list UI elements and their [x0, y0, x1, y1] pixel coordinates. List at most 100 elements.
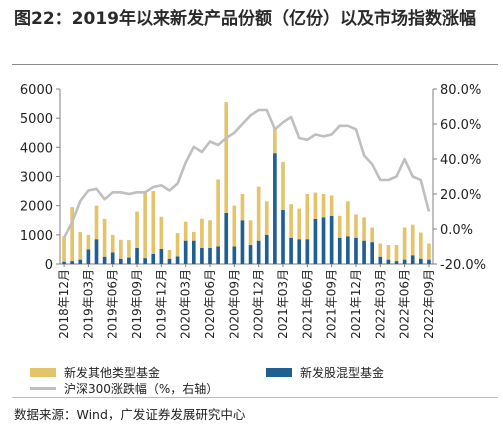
bar-equity — [378, 256, 383, 264]
bar-other — [78, 231, 83, 260]
bar-equity — [118, 258, 123, 264]
title-divider — [12, 64, 498, 65]
bar-equity — [151, 253, 156, 264]
bar-other — [289, 204, 293, 238]
bar-other — [427, 243, 431, 260]
bar-equity — [167, 258, 172, 264]
bar-other — [386, 245, 391, 260]
bar-equity — [240, 220, 245, 264]
bar-equity — [175, 256, 180, 264]
bar-equity — [410, 255, 415, 264]
x-tick-label: 2021年06月 — [300, 269, 314, 339]
bar-other — [419, 232, 423, 259]
bar-other — [102, 218, 107, 257]
bar-equity — [419, 258, 423, 264]
bar-other — [94, 205, 99, 240]
bar-other — [135, 211, 139, 248]
bar-equity — [70, 261, 74, 264]
index-line — [62, 108, 431, 239]
x-tick-label: 2021年12月 — [349, 269, 363, 339]
bar-equity — [232, 246, 237, 264]
right-tick-label: 0.0% — [440, 223, 473, 238]
bar-equity — [200, 247, 204, 264]
bar-other — [175, 233, 180, 257]
bar-other — [248, 220, 253, 246]
bar-equity — [94, 239, 99, 264]
bar-other — [394, 245, 399, 262]
bar-other — [167, 250, 172, 259]
left-tick-label: 1000 — [20, 229, 53, 244]
legend-swatch-equity — [266, 368, 292, 377]
bar-equity — [248, 245, 253, 264]
legend-swatch-other — [30, 368, 56, 377]
bar-equity — [273, 153, 277, 264]
left-tick-label: 3000 — [20, 171, 53, 186]
right-tick-label: 20.0% — [440, 188, 481, 203]
bar-other — [183, 221, 188, 241]
bar-other — [281, 161, 285, 211]
right-tick-label: 80.0% — [440, 83, 481, 98]
bar-equity — [362, 240, 366, 264]
right-tick-label: -20.0% — [440, 258, 486, 273]
bar-other — [337, 215, 342, 238]
x-tick-label: 2019年12月 — [154, 269, 168, 339]
figure-title: 图22：2019年以来新发产品份额（亿份）以及市场指数涨幅 — [14, 9, 476, 29]
bar-other — [240, 194, 245, 221]
x-tick-label: 2022年06月 — [398, 269, 412, 339]
bar-other — [200, 218, 204, 248]
source-divider — [12, 397, 498, 398]
bar-equity — [329, 215, 334, 264]
x-tick-label: 2021年09月 — [325, 269, 339, 339]
x-tick-label: 2022年03月 — [373, 269, 387, 339]
legend-label-other: 新发其他类型基金 — [64, 366, 161, 380]
left-tick-label: 6000 — [20, 83, 53, 98]
bar-other — [313, 192, 318, 219]
bar-other — [256, 186, 261, 241]
bar-equity — [224, 212, 229, 264]
bar-other — [354, 214, 358, 238]
bar-equity — [135, 247, 139, 264]
legend-item-equity: 新发股混型基金 — [266, 364, 384, 381]
bar-other — [362, 217, 366, 241]
x-tick-label: 2018年12月 — [57, 269, 71, 339]
bar-equity — [183, 240, 188, 264]
bars-layer — [62, 102, 431, 264]
tick-labels-layer: 0 1000 2000 3000 4000 5000 6000 -20.0% 0.0% 20.0%… — [20, 83, 486, 339]
bar-equity — [313, 218, 318, 264]
bar-other — [62, 236, 66, 262]
bar-other — [297, 208, 302, 240]
bar-equity — [346, 236, 350, 264]
x-tick-label: 2019年06月 — [106, 269, 120, 339]
bar-equity — [159, 248, 164, 264]
bar-other — [264, 201, 269, 235]
bar-equity — [337, 237, 342, 264]
bar-other — [370, 227, 375, 243]
legend-label-index: 沪深300涨跌幅（%，右轴） — [64, 382, 219, 396]
bar-equity — [127, 257, 131, 264]
bar-equity — [289, 237, 293, 264]
x-tick-label: 2020年09月 — [227, 269, 241, 339]
bar-equity — [281, 210, 285, 264]
bar-equity — [321, 217, 326, 264]
x-tick-label: 2020年12月 — [252, 269, 266, 339]
bar-equity — [191, 240, 196, 264]
left-tick-label: 4000 — [20, 141, 53, 156]
bar-other — [402, 227, 407, 260]
x-tick-label: 2019年03月 — [81, 269, 95, 339]
bar-other — [305, 194, 310, 240]
bar-equity — [216, 246, 220, 264]
bar-equity — [297, 239, 302, 264]
legend-item-index: 沪深300涨跌幅（%，右轴） — [30, 380, 218, 397]
bar-other — [232, 205, 237, 247]
bar-other — [410, 224, 415, 256]
bar-other — [151, 191, 156, 254]
x-tick-label: 2021年03月 — [276, 269, 290, 339]
bar-other — [273, 128, 277, 154]
left-tick-label: 0 — [45, 258, 53, 273]
bar-other — [159, 216, 164, 249]
bar-other — [191, 231, 196, 241]
bar-equity — [427, 259, 431, 264]
bar-equity — [102, 256, 107, 264]
bar-equity — [386, 259, 391, 264]
bar-equity — [62, 261, 66, 264]
